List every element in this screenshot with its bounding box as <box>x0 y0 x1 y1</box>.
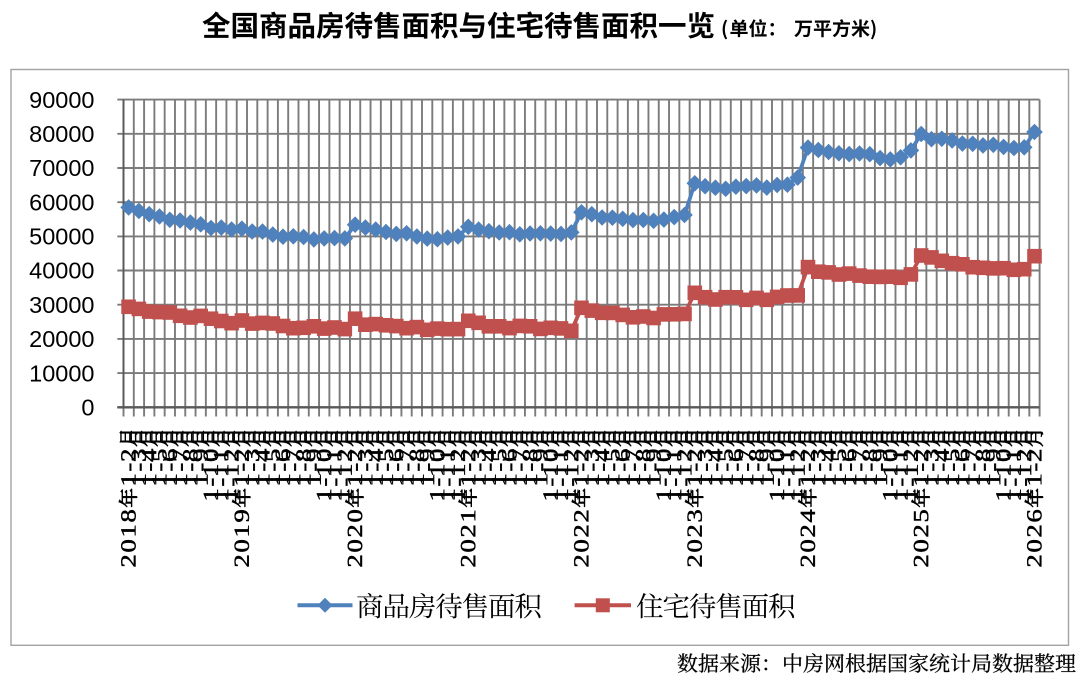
svg-text:10000: 10000 <box>29 360 94 386</box>
svg-text:90000: 90000 <box>29 87 94 113</box>
svg-text:60000: 60000 <box>29 189 94 215</box>
svg-text:70000: 70000 <box>29 155 94 181</box>
svg-text:0: 0 <box>81 395 94 421</box>
svg-text:50000: 50000 <box>29 224 94 250</box>
svg-text:30000: 30000 <box>29 292 94 318</box>
svg-text:20000: 20000 <box>29 326 94 352</box>
svg-text:80000: 80000 <box>29 121 94 147</box>
svg-text:40000: 40000 <box>29 258 94 284</box>
